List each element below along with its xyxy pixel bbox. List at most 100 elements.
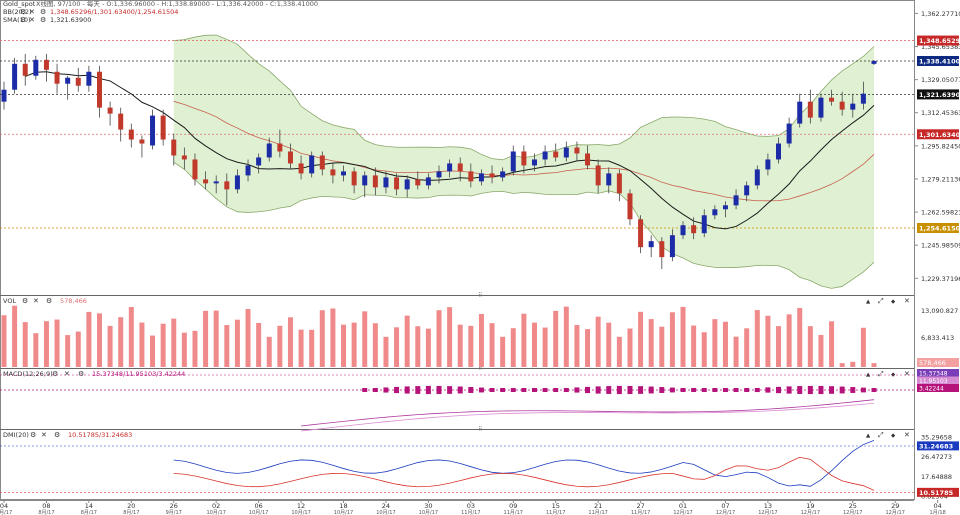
candle-body[interactable] [224, 181, 230, 190]
candle-body[interactable] [22, 63, 28, 76]
candle-body[interactable] [797, 101, 803, 124]
candle-body[interactable] [680, 225, 686, 236]
candle-body[interactable] [669, 235, 675, 258]
candle-body[interactable] [86, 71, 92, 86]
candle-body[interactable] [447, 163, 453, 172]
candle-body[interactable] [733, 195, 739, 206]
vol-close-icon[interactable]: ✕ [904, 297, 910, 305]
candle-body[interactable] [234, 175, 240, 190]
candle-body[interactable] [531, 159, 537, 166]
candle-body[interactable] [287, 151, 293, 164]
candle-body[interactable] [404, 179, 410, 190]
candle-body[interactable] [160, 115, 166, 140]
close-icon[interactable]: ✕ [29, 16, 35, 24]
candle-body[interactable] [139, 139, 145, 144]
macd-resize-handle[interactable]: ⠿ [478, 365, 482, 372]
candle-body[interactable] [394, 177, 400, 190]
candle-body[interactable] [553, 151, 559, 158]
candle-body[interactable] [54, 71, 60, 84]
dmi-close-icon[interactable]: ✕ [904, 431, 910, 439]
candle-body[interactable] [118, 113, 124, 130]
vol-settings-icon[interactable]: ⚙ [22, 297, 28, 305]
candle-body[interactable] [256, 157, 262, 166]
candle-body[interactable] [648, 241, 654, 248]
candle-body[interactable] [712, 209, 718, 216]
candle-body[interactable] [478, 173, 484, 182]
candle-body[interactable] [563, 147, 569, 158]
gear-icon[interactable]: ⚙ [40, 8, 46, 16]
candle-body[interactable] [574, 147, 580, 154]
candle-body[interactable] [96, 71, 102, 108]
candle-body[interactable] [415, 179, 421, 186]
candle-body[interactable] [33, 59, 39, 76]
candle-body[interactable] [319, 155, 325, 170]
candle-body[interactable] [627, 193, 633, 220]
candle-body[interactable] [818, 97, 824, 118]
candle-body[interactable] [659, 241, 665, 258]
macd-close-icon[interactable]: ✕ [904, 370, 910, 378]
candle-body[interactable] [489, 173, 495, 178]
candle-body[interactable] [616, 173, 622, 194]
candle-body[interactable] [362, 175, 368, 186]
candle-body[interactable] [701, 215, 707, 234]
dmi-gear-icon[interactable]: ⚙ [54, 431, 60, 439]
candle-body[interactable] [510, 151, 516, 172]
candle-body[interactable] [181, 155, 187, 160]
candle-body[interactable] [65, 77, 71, 84]
candle-body[interactable] [585, 153, 591, 166]
dmi-collapse-icon[interactable]: ▲ [866, 433, 871, 439]
candle-body[interactable] [542, 151, 548, 160]
candle-body[interactable] [457, 163, 463, 172]
candle-body[interactable] [128, 129, 134, 140]
settings-icon[interactable]: ⚙ [20, 16, 26, 24]
vol-move-icon[interactable]: ◆ [891, 299, 896, 305]
candle-body[interactable] [341, 171, 347, 176]
close-icon[interactable]: ✕ [29, 8, 35, 16]
candle-body[interactable] [829, 97, 835, 102]
candle-body[interactable] [192, 159, 198, 180]
macd-expand-icon[interactable]: ⤢ [878, 370, 884, 378]
dmi-resize-handle[interactable]: ⠿ [478, 426, 482, 433]
candle-body[interactable] [468, 171, 474, 182]
macd-close-icon[interactable]: ✕ [64, 370, 70, 378]
candle-body[interactable] [765, 159, 771, 170]
gear-icon[interactable]: ⚙ [40, 16, 46, 24]
candle-body[interactable] [722, 205, 728, 210]
candle-body[interactable] [245, 165, 251, 176]
candle-body[interactable] [436, 171, 442, 178]
vol-gear-icon[interactable]: ⚙ [46, 297, 52, 305]
dmi-move-icon[interactable]: ◆ [891, 433, 896, 439]
candle-body[interactable] [298, 163, 304, 174]
dmi-close-icon[interactable]: ✕ [41, 431, 47, 439]
vol-close-icon[interactable]: ✕ [33, 297, 39, 305]
dmi-expand-icon[interactable]: ⤢ [878, 431, 884, 439]
candle-body[interactable] [1, 89, 7, 102]
candle-body[interactable] [213, 181, 219, 184]
candle-body[interactable] [850, 103, 856, 110]
candle-body[interactable] [309, 155, 315, 174]
candle-body[interactable] [839, 101, 845, 110]
macd-gear-icon[interactable]: ⚙ [78, 370, 84, 378]
candle-body[interactable] [807, 101, 813, 118]
candle-body[interactable] [12, 63, 18, 90]
candle-body[interactable] [595, 165, 601, 186]
candle-body[interactable] [277, 143, 283, 152]
candle-body[interactable] [171, 139, 177, 156]
vol-resize-handle[interactable]: ⠿ [478, 292, 482, 299]
candle-body[interactable] [871, 60, 877, 64]
candle-body[interactable] [150, 115, 156, 146]
candle-body[interactable] [372, 175, 378, 188]
candle-body[interactable] [266, 143, 272, 158]
vol-collapse-icon[interactable]: ▲ [866, 299, 871, 305]
candle-body[interactable] [754, 169, 760, 186]
candle-body[interactable] [330, 169, 336, 176]
candle-body[interactable] [383, 177, 389, 188]
dmi-settings-icon[interactable]: ⚙ [30, 431, 36, 439]
candle-body[interactable] [351, 171, 357, 186]
candle-body[interactable] [43, 59, 49, 70]
candle-body[interactable] [521, 151, 527, 166]
macd-settings-icon[interactable]: ⚙ [52, 370, 58, 378]
candle-body[interactable] [75, 77, 81, 86]
candle-body[interactable] [500, 171, 506, 178]
settings-icon[interactable]: ⚙ [20, 8, 26, 16]
